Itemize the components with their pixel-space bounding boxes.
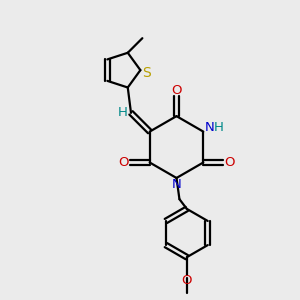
Text: O: O xyxy=(224,156,234,169)
Text: H: H xyxy=(214,121,224,134)
Text: N: N xyxy=(172,178,182,191)
Text: O: O xyxy=(182,274,192,287)
Text: N: N xyxy=(205,121,214,134)
Text: H: H xyxy=(118,106,128,119)
Text: O: O xyxy=(118,156,129,169)
Text: S: S xyxy=(142,66,151,80)
Text: O: O xyxy=(171,84,182,97)
